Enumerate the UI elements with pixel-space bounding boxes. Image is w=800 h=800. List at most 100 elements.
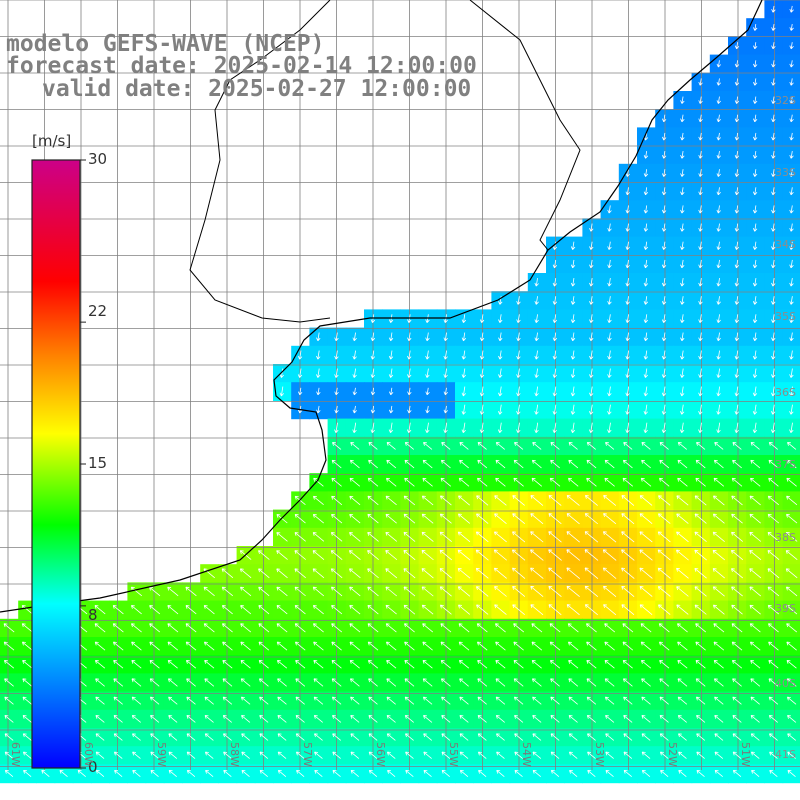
wind-arrow: [605, 441, 615, 450]
wind-arrow: [714, 733, 724, 741]
wind-arrow: [767, 531, 780, 542]
wind-arrow: [368, 459, 378, 469]
wind-arrow: [753, 60, 758, 68]
wind-arrow: [186, 678, 196, 687]
valid-date: valid date: 2025-02-27 12:00:00: [42, 76, 472, 102]
wind-arrow: [734, 60, 740, 68]
wind-arrow: [23, 769, 32, 777]
wind-arrow: [167, 623, 179, 633]
wind-arrow: [276, 586, 288, 597]
wind-arrow: [496, 769, 505, 777]
wind-arrow: [589, 350, 594, 360]
wind-arrow: [203, 623, 215, 633]
wind-arrow: [459, 733, 469, 741]
wind-arrow: [186, 696, 196, 705]
wind-arrow: [752, 241, 758, 250]
wind-arrow: [150, 751, 159, 759]
wind-arrow: [643, 350, 649, 360]
wind-arrow: [312, 586, 325, 597]
lat-label-34s: 34S: [775, 238, 796, 251]
wind-arrow: [641, 733, 651, 741]
wind-arrow: [531, 678, 542, 687]
wind-arrow: [695, 477, 706, 487]
speed-cell: [782, 564, 800, 583]
wind-arrow: [716, 332, 721, 342]
wind-arrow: [370, 387, 376, 396]
wind-arrow: [385, 604, 397, 615]
wind-arrow: [750, 696, 760, 705]
wind-arrow: [604, 459, 615, 469]
wind-arrow: [734, 114, 740, 123]
wind-arrow: [386, 751, 396, 759]
wind-arrow: [639, 531, 653, 543]
wind-arrow: [352, 422, 357, 434]
wind-arrow: [130, 586, 143, 597]
lat-label-35s: 35S: [775, 310, 796, 323]
lat-label-38s: 38S: [775, 531, 796, 544]
wind-arrow: [407, 405, 412, 414]
wind-arrow: [114, 769, 123, 777]
wind-arrow: [425, 387, 430, 396]
wind-arrow: [768, 441, 779, 450]
wind-arrow: [607, 368, 612, 378]
wind-arrow: [258, 605, 270, 615]
wind-arrow: [643, 404, 648, 415]
wind-arrow: [786, 459, 797, 469]
wind-arrow: [716, 296, 721, 305]
wind-arrow: [458, 641, 470, 651]
wind-arrow: [570, 241, 576, 250]
wind-arrow: [677, 678, 688, 687]
wind-arrow: [586, 459, 597, 469]
wind-arrow: [421, 586, 434, 597]
wind-arrow: [440, 623, 452, 633]
wind-arrow: [477, 715, 487, 723]
wind-arrow: [607, 422, 612, 434]
wind-arrow: [680, 169, 685, 177]
wind-arrow: [752, 422, 758, 434]
wind-arrow: [625, 205, 630, 214]
wind-arrow: [734, 169, 740, 177]
wind-arrow: [786, 477, 797, 487]
wind-arrow: [643, 277, 649, 287]
wind-arrow: [388, 405, 394, 414]
wind-arrow: [240, 659, 251, 669]
wind-arrow: [461, 386, 466, 397]
wind-arrow: [605, 733, 615, 741]
wind-arrow: [731, 568, 744, 579]
wind-arrow: [277, 715, 287, 723]
wind-arrow: [461, 314, 467, 323]
wind-arrow: [367, 531, 379, 542]
wind-arrow: [584, 585, 599, 598]
wind-arrow: [734, 386, 739, 397]
wind-arrow: [331, 513, 343, 524]
wind-arrow: [604, 477, 615, 487]
wind-arrow: [677, 659, 688, 669]
wind-arrow: [313, 678, 324, 687]
speed-cell: [782, 546, 800, 565]
wind-arrow: [258, 568, 270, 579]
wind-arrow: [295, 696, 305, 705]
wind-arrow: [94, 641, 106, 651]
wind-arrow: [568, 678, 579, 687]
wind-arrow: [659, 477, 670, 487]
wind-arrow: [349, 532, 361, 542]
wind-arrow: [625, 296, 630, 305]
wind-arrow: [661, 277, 667, 287]
wind-arrow: [531, 659, 542, 669]
wind-arrow: [3, 659, 15, 669]
wind-arrow: [731, 513, 743, 524]
wind-arrow: [607, 259, 612, 269]
wind-arrow: [439, 604, 452, 615]
wind-arrow: [534, 404, 539, 415]
wind-arrow: [495, 696, 506, 705]
wind-arrow: [422, 696, 433, 705]
wind-arrow: [680, 368, 685, 378]
wind-arrow: [677, 696, 688, 705]
wind-arrow: [623, 751, 633, 759]
wind-arrow: [698, 332, 703, 342]
wind-arrow: [604, 641, 615, 651]
wind-arrow: [386, 715, 396, 723]
wind-arrow: [734, 150, 740, 159]
lon-label-51w: 51W: [739, 742, 752, 767]
wind-arrow: [314, 733, 323, 741]
